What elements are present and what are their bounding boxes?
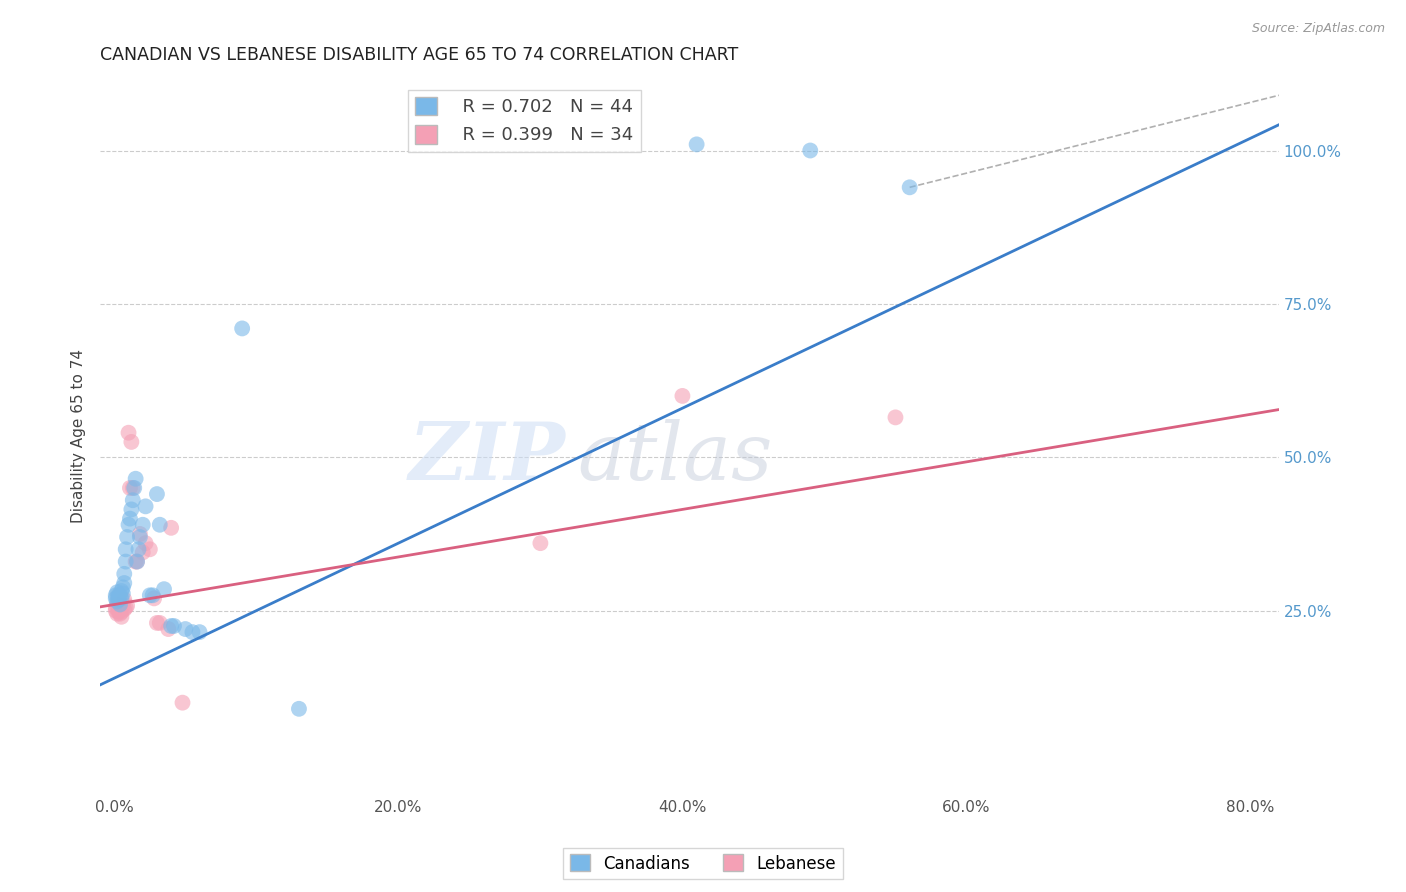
Point xyxy=(125,555,148,569)
Point xyxy=(174,622,197,636)
Point xyxy=(111,586,134,600)
Point xyxy=(121,481,143,495)
Point xyxy=(108,588,131,602)
Point xyxy=(107,590,129,604)
Point xyxy=(104,600,127,615)
Point xyxy=(110,584,132,599)
Point xyxy=(114,542,136,557)
Point xyxy=(111,599,134,613)
Point xyxy=(143,591,166,606)
Point xyxy=(135,536,157,550)
Point xyxy=(142,588,165,602)
Point xyxy=(146,615,169,630)
Point xyxy=(160,521,183,535)
Point xyxy=(108,598,131,612)
Point xyxy=(172,696,194,710)
Point xyxy=(124,555,146,569)
Point xyxy=(118,511,141,525)
Point xyxy=(112,576,135,591)
Point xyxy=(117,517,139,532)
Point xyxy=(160,619,183,633)
Point xyxy=(139,542,162,557)
Point xyxy=(118,481,141,495)
Point xyxy=(124,472,146,486)
Point xyxy=(115,530,138,544)
Point xyxy=(139,588,162,602)
Point xyxy=(288,702,311,716)
Point xyxy=(128,530,150,544)
Point xyxy=(104,604,127,618)
Point xyxy=(105,598,128,612)
Point xyxy=(157,622,180,636)
Point xyxy=(110,591,132,606)
Point xyxy=(181,625,204,640)
Text: atlas: atlas xyxy=(578,418,773,496)
Point xyxy=(884,410,907,425)
Point xyxy=(110,609,132,624)
Point xyxy=(685,137,707,152)
Point xyxy=(112,602,135,616)
Text: ZIP: ZIP xyxy=(409,418,565,496)
Point xyxy=(112,592,135,607)
Point xyxy=(132,517,155,532)
Point xyxy=(132,545,155,559)
Point xyxy=(163,619,186,633)
Point xyxy=(114,600,136,615)
Point xyxy=(135,500,157,514)
Text: CANADIAN VS LEBANESE DISABILITY AGE 65 TO 74 CORRELATION CHART: CANADIAN VS LEBANESE DISABILITY AGE 65 T… xyxy=(100,46,738,64)
Point xyxy=(188,625,211,640)
Point xyxy=(105,594,128,608)
Point xyxy=(107,602,129,616)
Point xyxy=(120,434,142,449)
Legend: Canadians, Lebanese: Canadians, Lebanese xyxy=(564,847,842,880)
Point xyxy=(105,607,128,621)
Point xyxy=(128,527,150,541)
Point xyxy=(105,585,128,599)
Legend:   R = 0.702   N = 44,   R = 0.399   N = 34: R = 0.702 N = 44, R = 0.399 N = 34 xyxy=(408,89,641,152)
Text: Source: ZipAtlas.com: Source: ZipAtlas.com xyxy=(1251,22,1385,36)
Point xyxy=(146,487,169,501)
Point xyxy=(898,180,921,194)
Point xyxy=(799,144,821,158)
Point xyxy=(671,389,693,403)
Point xyxy=(104,588,127,602)
Point xyxy=(149,615,172,630)
Point xyxy=(107,592,129,607)
Point xyxy=(114,555,136,569)
Point xyxy=(111,580,134,594)
Point xyxy=(153,582,176,597)
Point xyxy=(127,542,149,557)
Point xyxy=(125,555,148,569)
Point xyxy=(107,605,129,619)
Point xyxy=(121,493,143,508)
Point xyxy=(112,566,135,581)
Point xyxy=(117,425,139,440)
Point xyxy=(122,481,145,495)
Point xyxy=(231,321,253,335)
Point xyxy=(104,591,127,606)
Point xyxy=(115,599,138,613)
Point xyxy=(108,607,131,621)
Point xyxy=(108,600,131,615)
Point xyxy=(120,502,142,516)
Point xyxy=(529,536,551,550)
Point xyxy=(107,588,129,602)
Point xyxy=(149,517,172,532)
Y-axis label: Disability Age 65 to 74: Disability Age 65 to 74 xyxy=(72,349,86,523)
Point xyxy=(110,605,132,619)
